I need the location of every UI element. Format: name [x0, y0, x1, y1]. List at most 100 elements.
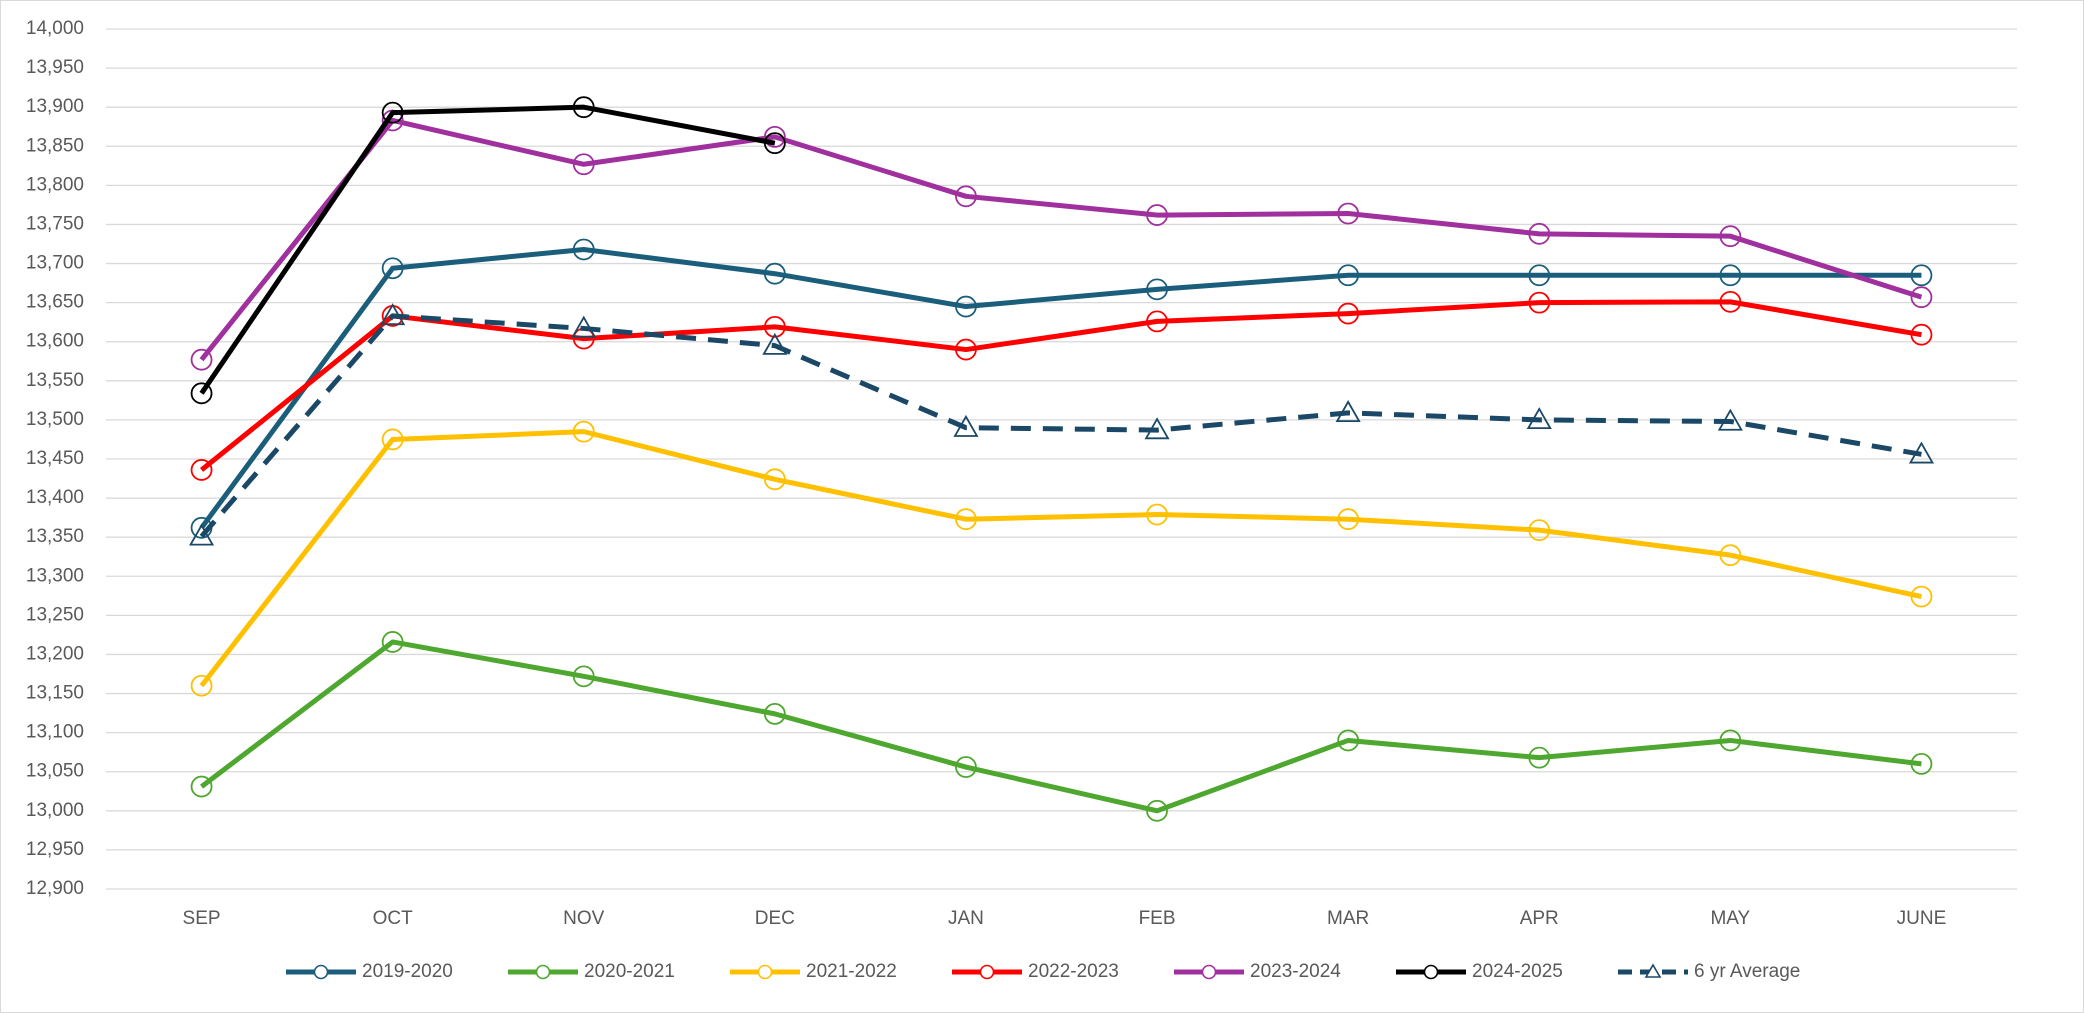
legend-marker	[313, 964, 329, 980]
data-point	[1146, 204, 1168, 226]
y-tick-label: 13,850	[26, 135, 84, 156]
data-point	[763, 262, 786, 285]
data-point	[763, 125, 786, 148]
legend-label: 6 yr Average	[1694, 961, 1800, 982]
data-point	[1144, 417, 1170, 440]
x-tick-label: SEP	[183, 908, 221, 929]
y-tick-label: 13,050	[26, 761, 84, 782]
data-point	[572, 420, 595, 443]
data-point	[1337, 729, 1360, 752]
legend-marker	[979, 964, 995, 980]
data-point	[1526, 407, 1552, 430]
data-point	[763, 702, 786, 725]
data-point	[1528, 519, 1551, 542]
data-point	[571, 315, 597, 338]
y-tick-label: 13,400	[26, 487, 84, 508]
data-point	[1337, 264, 1360, 287]
data-point	[572, 153, 595, 176]
y-tick-label: 13,750	[26, 213, 84, 234]
data-point	[763, 468, 786, 491]
data-point	[1337, 508, 1360, 531]
data-point	[1337, 202, 1360, 225]
legend-marker	[1644, 963, 1662, 978]
data-point	[955, 508, 977, 531]
data-point	[1719, 729, 1742, 752]
data-point	[1910, 585, 1933, 608]
data-point	[955, 295, 977, 318]
y-tick-label: 14,000	[26, 18, 84, 39]
data-point	[955, 756, 977, 778]
y-tick-label: 13,550	[26, 370, 84, 391]
y-tick-label: 13,100	[26, 722, 84, 743]
data-point	[1337, 302, 1360, 325]
data-point	[188, 523, 215, 546]
series-line	[199, 104, 776, 395]
data-point	[1528, 291, 1551, 314]
y-tick-label: 13,600	[26, 331, 84, 352]
x-tick-label: DEC	[755, 908, 795, 929]
legend-label: 2021-2022	[806, 961, 897, 982]
data-point	[572, 238, 595, 261]
data-point	[381, 631, 404, 653]
data-point	[955, 185, 977, 208]
data-point	[190, 348, 213, 371]
y-tick-label: 13,450	[26, 448, 84, 469]
data-point	[762, 332, 788, 355]
x-tick-label: JAN	[948, 908, 984, 929]
legend-marker	[535, 964, 551, 980]
data-point	[955, 338, 977, 361]
y-tick-label: 12,900	[26, 878, 84, 899]
legend-label: 2023-2024	[1250, 961, 1341, 982]
data-point	[1146, 503, 1168, 526]
y-tick-label: 13,200	[26, 643, 84, 664]
data-point	[1146, 799, 1168, 822]
y-tick-label: 13,800	[26, 174, 84, 195]
data-point	[190, 459, 213, 481]
y-tick-label: 13,500	[26, 409, 84, 430]
legend-label: 2019-2020	[362, 961, 453, 982]
data-point	[1719, 290, 1742, 313]
y-tick-label: 13,300	[26, 565, 84, 586]
data-point	[381, 428, 404, 451]
legend-marker	[757, 964, 773, 980]
data-point	[1719, 264, 1742, 287]
x-tick-label: MAY	[1710, 908, 1750, 929]
series-line	[199, 299, 1922, 472]
data-point	[190, 382, 213, 405]
x-tick-label: JUNE	[1897, 908, 1947, 929]
data-point	[1910, 753, 1933, 775]
data-point	[1528, 746, 1551, 769]
data-point	[381, 101, 404, 124]
y-tick-label: 13,250	[26, 604, 84, 625]
legend-label: 2020-2021	[584, 961, 675, 982]
x-tick-label: FEB	[1139, 908, 1176, 929]
y-tick-label: 13,350	[26, 526, 84, 547]
data-point	[1910, 323, 1933, 346]
data-point	[380, 303, 406, 326]
data-point	[1910, 264, 1933, 287]
legend-label: 2022-2023	[1028, 961, 1119, 982]
y-tick-label: 13,000	[26, 800, 84, 821]
data-point	[572, 96, 595, 119]
series-line	[199, 429, 1922, 688]
data-point	[1335, 400, 1361, 423]
series-line	[199, 246, 1922, 530]
y-tick-label: 13,700	[26, 253, 84, 274]
data-point	[763, 315, 786, 338]
legend-marker	[1201, 964, 1217, 980]
legend-marker	[1423, 964, 1439, 980]
data-point	[381, 257, 404, 280]
x-tick-label: NOV	[563, 908, 605, 929]
data-point	[190, 775, 213, 798]
data-point	[1146, 278, 1168, 301]
data-point	[1528, 222, 1551, 245]
x-tick-label: APR	[1520, 908, 1559, 929]
series-line	[200, 639, 1922, 814]
data-point	[1908, 441, 1935, 464]
data-point	[1717, 408, 1743, 431]
series-line	[199, 117, 1923, 362]
y-tick-label: 13,650	[26, 292, 84, 313]
y-tick-label: 13,900	[26, 96, 84, 117]
